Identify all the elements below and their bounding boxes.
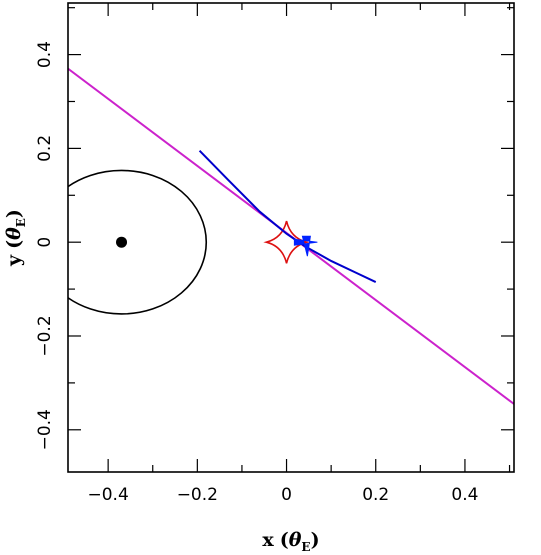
tick-labels: −0.4 −0.2 0 0.2 0.4 −0.4 −0.2 0 0.2 0.4 (35, 41, 478, 505)
critical-curve (68, 169, 208, 315)
y-axis-paren-close: ) (3, 209, 25, 218)
x-axis-paren-close: ) (311, 529, 320, 551)
y-tick-label: −0.2 (35, 315, 55, 356)
y-axis-title: y (θE) (3, 209, 28, 267)
y-axis-subscript: E (14, 218, 28, 227)
y-tick-label: 0.2 (35, 135, 55, 162)
x-axis-subscript: E (301, 540, 310, 554)
x-axis-var: x (262, 529, 274, 551)
x-tick-label: 0.4 (451, 485, 478, 505)
x-axis-paren-open: ( (280, 529, 289, 551)
x-tick-label: −0.2 (177, 485, 218, 505)
y-tick-label: 0.4 (35, 41, 55, 68)
y-tick-label: −0.4 (35, 409, 55, 450)
y-tick-label: 0 (35, 237, 55, 248)
lens-position-dot (116, 236, 128, 248)
x-tick-label: 0.2 (362, 485, 389, 505)
image-marker (293, 235, 318, 257)
plot-frame (67, 2, 515, 473)
x-tick-label: 0 (281, 485, 292, 505)
y-axis-paren-open: ( (3, 240, 25, 249)
y-axis-var: y (3, 254, 25, 267)
x-axis-title: x (θE) (262, 529, 319, 554)
x-tick-label: −0.4 (87, 485, 128, 505)
axis-ticks (68, 3, 514, 472)
x-axis-theta: θ (289, 529, 302, 551)
y-axis-theta: θ (3, 227, 25, 240)
plot-content (68, 67, 514, 405)
